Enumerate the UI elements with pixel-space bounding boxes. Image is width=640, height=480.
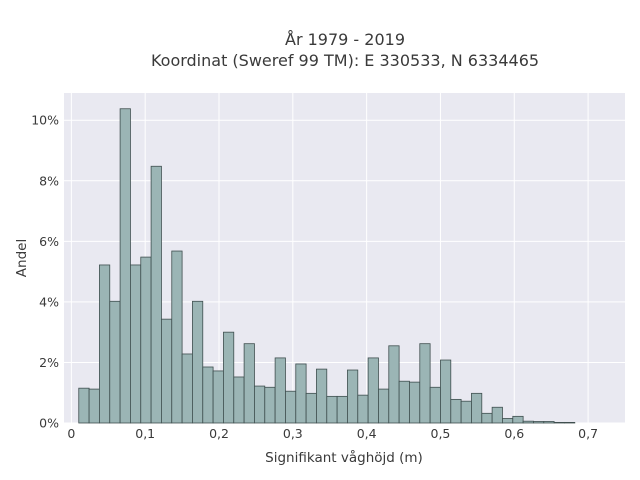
histogram-bar-36	[450, 398, 462, 424]
histogram-bar-13	[212, 370, 224, 424]
histogram-bar-45	[543, 421, 555, 424]
y-tick-label-1: 2%	[39, 355, 59, 370]
y-tick-label-3: 6%	[39, 234, 59, 249]
histogram-bar-41	[502, 418, 514, 424]
histogram-bar-38	[471, 392, 483, 424]
y-tick-label-2: 4%	[39, 294, 59, 309]
histogram-bar-26	[347, 369, 359, 424]
chart-title-line-1: År 1979 - 2019	[285, 30, 405, 49]
x-tick-label-2: 0,2	[209, 426, 229, 441]
chart-title: År 1979 - 2019 Koordinat (Sweref 99 TM):…	[151, 30, 539, 70]
histogram-bar-17	[254, 385, 266, 424]
x-tick-label-5: 0,5	[431, 426, 451, 441]
histogram-bar-25	[336, 395, 348, 424]
histogram-bar-35	[440, 359, 452, 424]
histogram-bar-8	[161, 318, 173, 424]
histogram-bar-4	[119, 108, 131, 424]
histogram-bar-29	[378, 388, 390, 424]
histogram-bar-12	[202, 366, 214, 424]
histogram-bar-1	[88, 388, 100, 424]
histogram-bar-43	[522, 420, 534, 424]
histogram-bar-30	[388, 345, 400, 424]
y-tick-label-4: 8%	[39, 173, 59, 188]
histogram-bar-46	[553, 421, 565, 424]
histogram-bar-22	[305, 392, 317, 424]
x-tick-label-3: 0,3	[283, 426, 303, 441]
x-tick-label-6: 0,6	[504, 426, 524, 441]
histogram-bar-6	[140, 256, 152, 424]
histogram-bar-19	[274, 357, 286, 424]
histogram-bar-40	[491, 406, 503, 424]
histogram-bar-31	[398, 380, 410, 424]
histogram-bar-20	[285, 390, 297, 424]
y-tick-label-0: 0%	[39, 416, 59, 431]
histogram-bar-39	[481, 412, 493, 424]
histogram-bar-21	[295, 363, 307, 424]
histogram-bar-11	[192, 300, 204, 424]
histogram-bar-47	[564, 421, 576, 424]
histogram-bar-18	[264, 386, 276, 424]
x-axis-ticks: 0 0,1 0,2 0,3 0,4 0,5 0,6 0,7	[67, 426, 598, 441]
x-tick-label-0: 0	[67, 426, 75, 441]
histogram-bar-44	[533, 421, 545, 424]
y-axis-ticks: 0% 2% 4% 6% 8% 10%	[31, 113, 59, 431]
histogram-bar-28	[367, 357, 379, 424]
histogram-bar-32	[409, 381, 421, 424]
y-axis-label: Andel	[14, 239, 30, 277]
histogram-bar-7	[150, 165, 162, 424]
histogram-bar-15	[233, 376, 245, 424]
x-axis-label: Signifikant våghöjd (m)	[265, 449, 423, 466]
histogram-bar-16	[243, 343, 255, 424]
histogram-bar-33	[419, 343, 431, 424]
histogram-bar-10	[181, 353, 193, 424]
histogram-bar-0	[78, 387, 90, 424]
histogram-bar-24	[326, 395, 338, 424]
x-tick-label-4: 0,4	[357, 426, 377, 441]
histogram-bar-23	[316, 368, 328, 424]
x-tick-label-7: 0,7	[578, 426, 598, 441]
bar-series	[78, 108, 576, 424]
histogram-bar-27	[357, 394, 369, 424]
histogram-bar-42	[512, 415, 524, 424]
histogram-bar-14	[223, 331, 235, 424]
histogram-bar-37	[460, 400, 472, 424]
x-tick-label-1: 0,1	[135, 426, 155, 441]
histogram-bar-34	[429, 386, 441, 424]
chart-title-line-2: Koordinat (Sweref 99 TM): E 330533, N 63…	[151, 51, 539, 70]
histogram-bar-2	[99, 264, 111, 424]
histogram-bar-5	[130, 264, 142, 424]
histogram-bar-3	[109, 300, 121, 424]
histogram-bar-9	[171, 250, 183, 424]
y-tick-label-5: 10%	[31, 113, 59, 128]
